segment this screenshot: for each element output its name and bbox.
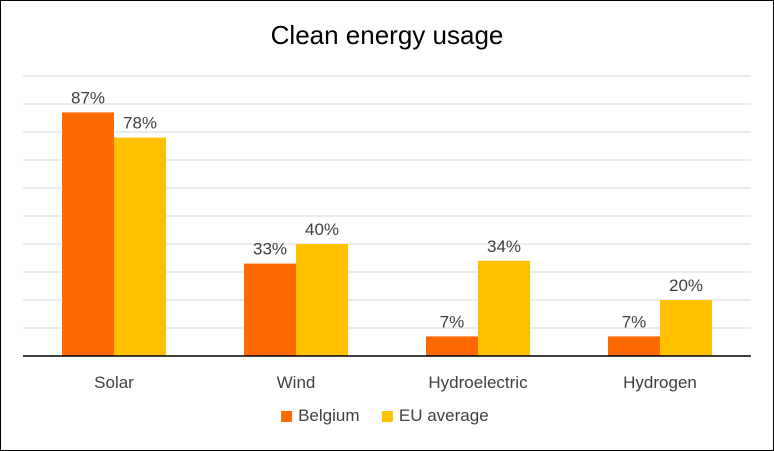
- bar-belgium-hydroelectric: [426, 336, 478, 356]
- data-label: 87%: [71, 88, 105, 107]
- bar-belgium-solar: [62, 112, 114, 357]
- data-label: 33%: [253, 240, 287, 259]
- category-label: Hydrogen: [623, 373, 697, 392]
- bar-belgium-hydrogen: [608, 336, 660, 356]
- legend-label: EU average: [399, 406, 489, 425]
- category-label: Hydroelectric: [428, 373, 528, 392]
- data-label: 34%: [487, 237, 521, 256]
- legend-swatch: [281, 411, 293, 422]
- category-label: Wind: [277, 373, 316, 392]
- data-label: 7%: [440, 312, 465, 331]
- chart-title: Clean energy usage: [271, 20, 504, 50]
- category-label: Solar: [94, 373, 134, 392]
- data-labels: 87% 78% 33% 40% 7% 34% 7% 20%: [71, 88, 703, 331]
- legend-label: Belgium: [298, 406, 359, 425]
- bar-eu-average-hydroelectric: [478, 260, 530, 356]
- category-labels: Solar Wind Hydroelectric Hydrogen: [94, 373, 697, 392]
- data-label: 78%: [123, 114, 157, 133]
- bar-eu-average-hydrogen: [660, 300, 712, 356]
- data-label: 7%: [622, 312, 647, 331]
- bar-eu-average-wind: [296, 244, 348, 356]
- legend: Belgium EU average: [281, 406, 489, 425]
- bars: [62, 112, 712, 357]
- bar-eu-average-solar: [114, 137, 166, 356]
- data-label: 40%: [305, 220, 339, 239]
- bar-belgium-wind: [244, 263, 296, 356]
- legend-swatch: [381, 411, 393, 422]
- data-label: 20%: [669, 276, 703, 295]
